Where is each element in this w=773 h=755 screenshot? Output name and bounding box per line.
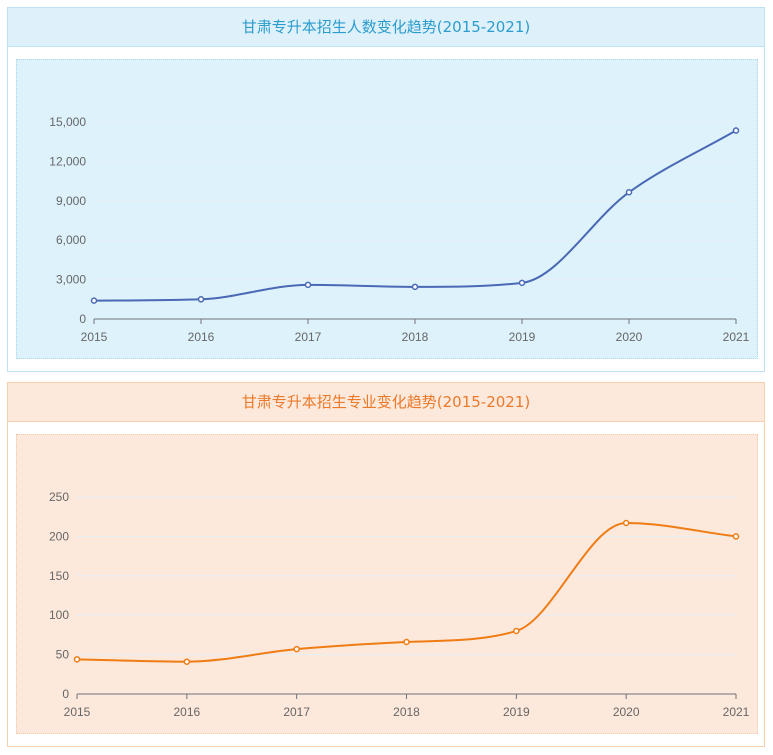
enrollment-data-point[interactable] (197, 296, 205, 303)
y-tick-label: 0 (79, 312, 86, 326)
enrollment-chart-title: 甘肃专升本招生人数变化趋势(2015-2021) (8, 8, 764, 47)
majors-data-point[interactable] (73, 656, 81, 663)
enrollment-data-point[interactable] (411, 283, 419, 291)
majors-chart-title: 甘肃专升本招生专业变化趋势(2015-2021) (8, 383, 764, 422)
majors-chart-area: 0 50 100 150 200 250 2015 2016 2017 2018 2019 2020 2… (16, 434, 758, 734)
enrollment-chart-area: 0 3,000 6,000 9,000 12,000 15,000 2015 2016 2017… (16, 59, 758, 359)
y-tick-label: 100 (49, 608, 69, 622)
x-tick-label: 2021 (723, 705, 750, 719)
x-tick-label: 2019 (503, 705, 530, 719)
y-tick-label: 6,000 (56, 233, 86, 247)
majors-data-point[interactable] (513, 627, 520, 635)
enrollment-data-point[interactable] (304, 281, 312, 289)
majors-data-point[interactable] (622, 519, 630, 527)
y-tick-label: 3,000 (56, 273, 86, 287)
x-tick-label: 2018 (402, 330, 429, 344)
x-tick-label: 2017 (283, 705, 310, 719)
x-tick-label: 2021 (723, 330, 750, 344)
x-tick-label: 2016 (188, 330, 215, 344)
y-tick-label: 150 (49, 569, 69, 583)
x-tick-label: 2015 (81, 330, 108, 344)
enrollment-data-point[interactable] (90, 297, 98, 304)
x-tick-label: 2016 (173, 705, 200, 719)
majors-data-point[interactable] (293, 645, 300, 653)
enrollment-data-point[interactable] (732, 127, 740, 134)
y-tick-label: 0 (62, 687, 69, 701)
x-tick-label: 2015 (64, 705, 91, 719)
majors-data-point[interactable] (403, 638, 410, 646)
enrollment-series-line (93, 129, 737, 302)
enrollment-data-point[interactable] (625, 189, 633, 196)
y-tick-label: 15,000 (49, 115, 86, 129)
x-tick-label: 2018 (393, 705, 420, 719)
y-tick-label: 9,000 (56, 194, 86, 208)
y-tick-label: 250 (49, 490, 69, 504)
enrollment-line-chart: 0 3,000 6,000 9,000 12,000 15,000 2015 2016 2017… (49, 115, 750, 344)
enrollment-data-point[interactable] (518, 279, 526, 287)
majors-line-chart: 0 50 100 150 200 250 2015 2016 2017 2018 2019 2020 2… (49, 490, 750, 719)
majors-chart-panel: 甘肃专升本招生专业变化趋势(2015-2021) 0 50 100 150 200 250… (7, 382, 765, 747)
x-tick-label: 2017 (295, 330, 322, 344)
x-tick-label: 2019 (509, 330, 536, 344)
y-tick-label: 50 (56, 648, 70, 662)
x-tick-label: 2020 (616, 330, 643, 344)
enrollment-chart-panel: 甘肃专升本招生人数变化趋势(2015-2021) 0 3,000 6,000 9,00… (7, 7, 765, 372)
majors-data-point[interactable] (183, 658, 191, 665)
y-tick-label: 12,000 (49, 154, 86, 168)
y-tick-label: 200 (49, 529, 69, 543)
majors-data-point[interactable] (732, 533, 740, 540)
x-tick-label: 2020 (613, 705, 640, 719)
